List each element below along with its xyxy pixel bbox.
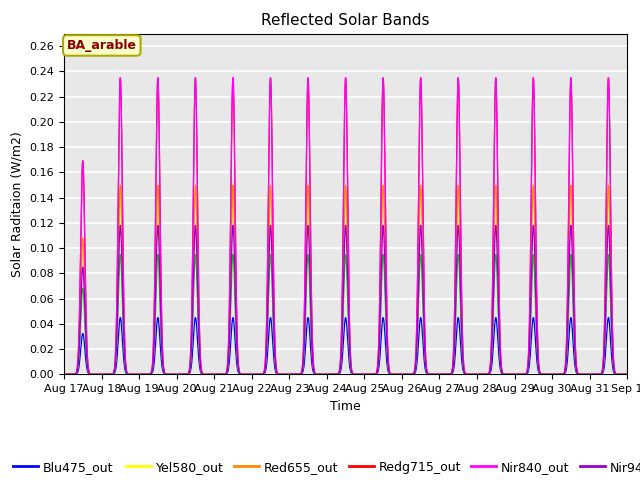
Blu475_out: [605, 315, 612, 321]
Nir945_out: [60, 372, 68, 377]
Grn535_out: [324, 372, 332, 377]
Line: Yel580_out: Yel580_out: [64, 188, 627, 374]
Nir840_out: [161, 371, 169, 377]
Nir945_out: [623, 372, 631, 377]
Line: Red655_out: Red655_out: [64, 185, 627, 374]
Blu475_out: [504, 372, 511, 377]
Nir945_out: [161, 371, 169, 377]
Text: BA_arable: BA_arable: [67, 39, 137, 52]
Nir840_out: [324, 372, 332, 377]
Line: Nir945_out: Nir945_out: [64, 226, 627, 374]
Title: Reflected Solar Bands: Reflected Solar Bands: [261, 13, 430, 28]
Nir840_out: [472, 372, 479, 377]
Yel580_out: [60, 372, 68, 377]
Grn535_out: [623, 372, 630, 377]
Redg715_out: [441, 372, 449, 377]
Red655_out: [324, 372, 332, 377]
Grn535_out: [472, 372, 479, 377]
Grn535_out: [504, 372, 511, 377]
Red655_out: [623, 372, 631, 377]
Blu475_out: [161, 372, 169, 377]
Red655_out: [441, 372, 449, 377]
Line: Blu475_out: Blu475_out: [64, 318, 627, 374]
Redg715_out: [605, 75, 612, 81]
Redg715_out: [504, 372, 511, 377]
Nir840_out: [441, 372, 449, 377]
Redg715_out: [623, 372, 631, 377]
Nir840_out: [623, 372, 630, 377]
Yel580_out: [605, 185, 612, 191]
Redg715_out: [472, 372, 479, 377]
Nir945_out: [472, 372, 479, 377]
Redg715_out: [623, 372, 630, 377]
Line: Grn535_out: Grn535_out: [64, 254, 627, 374]
Red655_out: [504, 372, 511, 377]
Grn535_out: [161, 371, 169, 377]
Yel580_out: [441, 372, 449, 377]
Redg715_out: [161, 371, 169, 377]
Nir840_out: [504, 372, 511, 377]
Yel580_out: [504, 372, 511, 377]
Legend: Blu475_out, Grn535_out, Yel580_out, Red655_out, Redg715_out, Nir840_out, Nir945_: Blu475_out, Grn535_out, Yel580_out, Red6…: [8, 456, 640, 480]
Y-axis label: Solar Raditaion (W/m2): Solar Raditaion (W/m2): [11, 131, 24, 277]
Redg715_out: [60, 372, 68, 377]
Blu475_out: [441, 372, 449, 377]
Blu475_out: [60, 372, 68, 377]
Red655_out: [605, 182, 612, 188]
Grn535_out: [441, 372, 449, 377]
Blu475_out: [472, 372, 479, 377]
Yel580_out: [623, 372, 630, 377]
Nir840_out: [623, 372, 631, 377]
Nir945_out: [324, 372, 332, 377]
X-axis label: Time: Time: [330, 400, 361, 413]
Yel580_out: [472, 372, 479, 377]
Blu475_out: [324, 372, 332, 377]
Red655_out: [60, 372, 68, 377]
Nir945_out: [605, 223, 612, 228]
Yel580_out: [161, 371, 169, 377]
Blu475_out: [623, 372, 630, 377]
Line: Redg715_out: Redg715_out: [64, 78, 627, 374]
Red655_out: [472, 372, 479, 377]
Nir945_out: [623, 372, 630, 377]
Blu475_out: [623, 372, 631, 377]
Nir945_out: [441, 372, 449, 377]
Red655_out: [623, 372, 630, 377]
Redg715_out: [324, 372, 332, 377]
Grn535_out: [623, 372, 631, 377]
Grn535_out: [605, 252, 612, 257]
Nir840_out: [60, 372, 68, 377]
Nir945_out: [504, 372, 511, 377]
Nir840_out: [605, 75, 612, 81]
Grn535_out: [60, 372, 68, 377]
Red655_out: [161, 371, 169, 377]
Line: Nir840_out: Nir840_out: [64, 78, 627, 374]
Yel580_out: [623, 372, 631, 377]
Yel580_out: [324, 372, 332, 377]
